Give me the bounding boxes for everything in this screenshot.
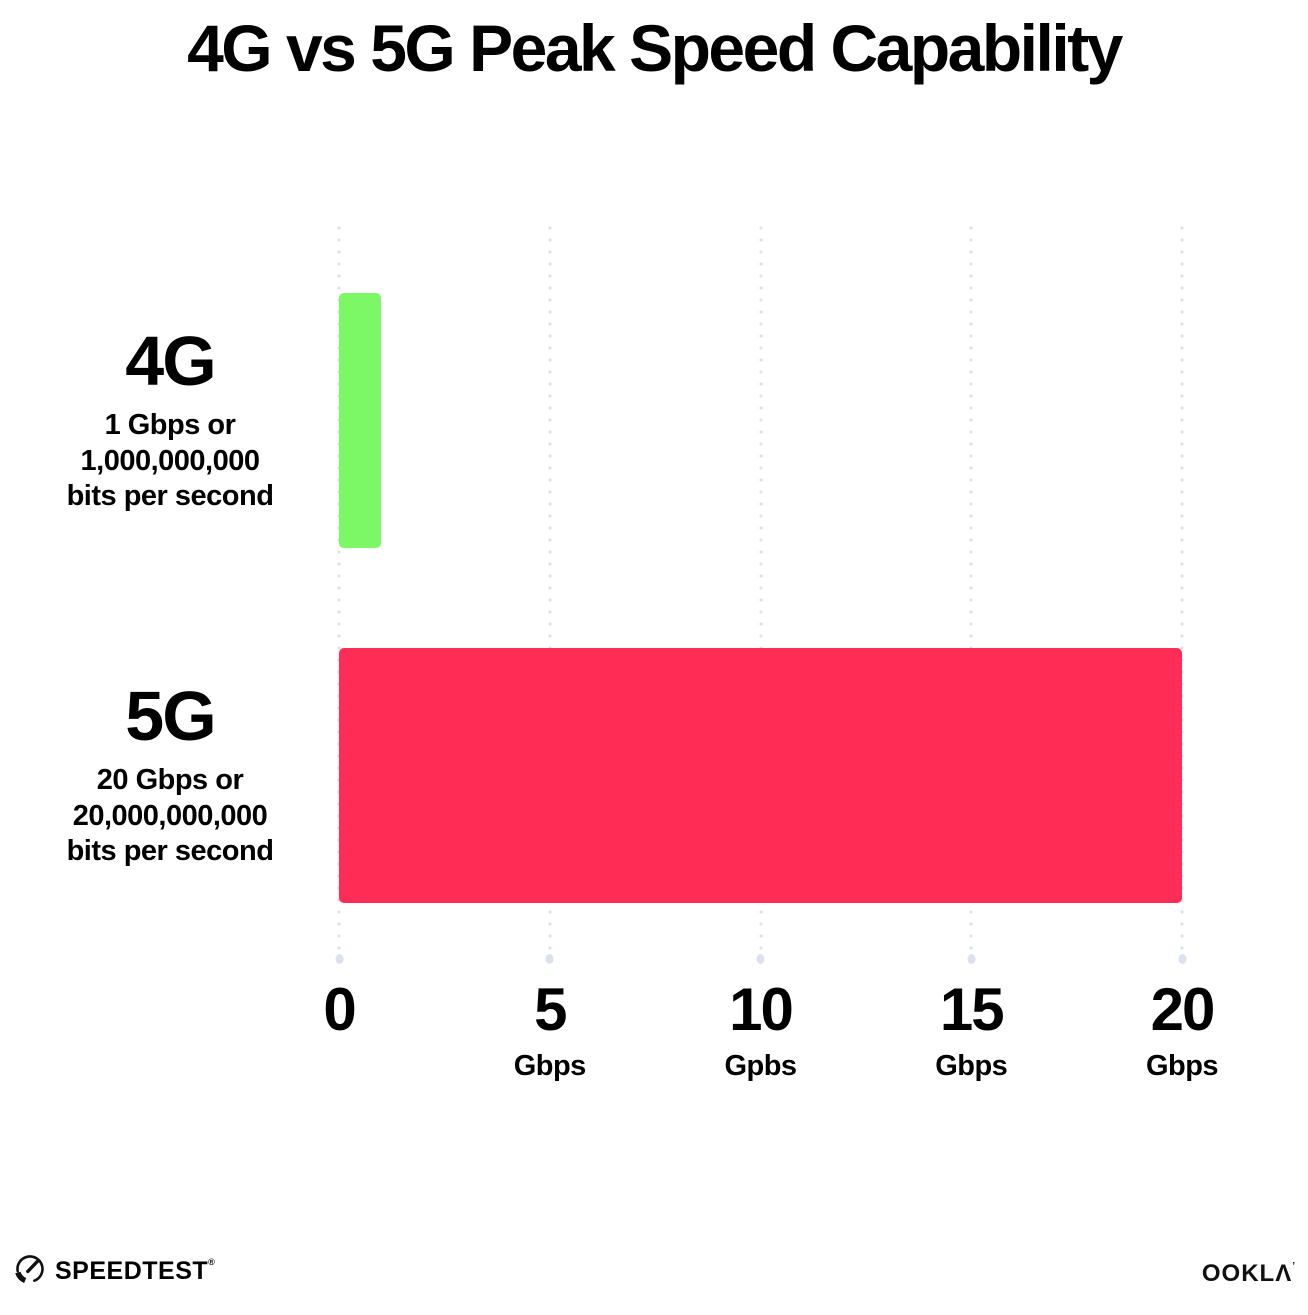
category-label-4g: 4G 1 Gbps or 1,000,000,000 bits per seco… bbox=[25, 293, 315, 548]
x-tick-10: 10 Gpbs bbox=[724, 976, 797, 1083]
ookla-lambda: Λ bbox=[1275, 1260, 1293, 1287]
x-tick-value: 5 bbox=[534, 976, 567, 1043]
category-sub-line: 1,000,000,000 bbox=[80, 444, 260, 477]
speedtest-wordmark: SPEEDTEST® bbox=[55, 1257, 215, 1285]
x-axis: 0 5 Gbps 10 Gpbs 15 Gbps 20 Gbps bbox=[323, 976, 1218, 1108]
x-tick-value: 15 bbox=[939, 976, 1005, 1043]
x-tick-unit bbox=[323, 1050, 354, 1080]
plot-area bbox=[337, 222, 1184, 958]
category-sub-line: 20 Gbps or bbox=[96, 764, 244, 797]
gridline-20 bbox=[1180, 222, 1184, 958]
x-tick-5: 5 Gbps bbox=[513, 976, 587, 1083]
speedtest-logo: SPEEDTEST® bbox=[13, 1252, 215, 1291]
x-tick-value: 10 bbox=[729, 976, 794, 1043]
gridline-0 bbox=[337, 222, 341, 958]
x-tick-0: 0 bbox=[323, 976, 356, 1080]
chart-title: 4G vs 5G Peak Speed Capability bbox=[187, 11, 1123, 85]
x-tick-value: 0 bbox=[323, 976, 356, 1043]
x-tick-unit: Gbps bbox=[935, 1050, 1008, 1082]
category-sub-line: bits per second bbox=[66, 480, 274, 513]
category-name: 4G bbox=[125, 322, 216, 401]
gridline-15 bbox=[969, 222, 973, 958]
category-sub-line: 20,000,000,000 bbox=[72, 799, 268, 832]
category-sub-line: bits per second bbox=[66, 835, 274, 868]
x-tick-15: 15 Gbps bbox=[935, 976, 1008, 1083]
ookla-logo: OOKLΛ’ bbox=[1201, 1260, 1295, 1287]
gridline-5 bbox=[548, 222, 552, 958]
speedtest-gauge-icon bbox=[13, 1252, 47, 1291]
category-sub-line: 1 Gbps or bbox=[104, 409, 236, 442]
bar-4g bbox=[339, 293, 382, 548]
registered-mark: ® bbox=[208, 1257, 215, 1267]
ookla-trademark: ’ bbox=[1292, 1261, 1295, 1272]
bar-5g bbox=[339, 648, 1182, 903]
x-tick-unit: Gbps bbox=[1145, 1050, 1219, 1082]
x-tick-20: 20 Gbps bbox=[1145, 976, 1219, 1083]
gridline-10 bbox=[759, 222, 762, 958]
category-label-5g: 5G 20 Gbps or 20,000,000,000 bits per se… bbox=[25, 648, 315, 903]
x-tick-value: 20 bbox=[1150, 976, 1216, 1043]
category-name: 5G bbox=[125, 677, 216, 756]
x-tick-unit: Gpbs bbox=[724, 1050, 797, 1082]
x-tick-unit: Gbps bbox=[513, 1050, 587, 1082]
